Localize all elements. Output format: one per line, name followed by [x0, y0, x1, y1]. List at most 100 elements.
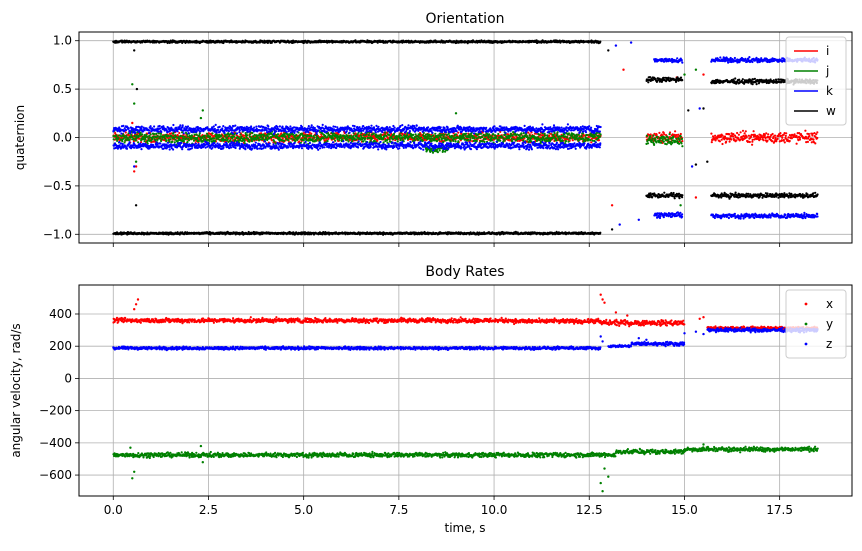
data-point — [370, 125, 372, 127]
data-point — [568, 141, 570, 143]
data-point — [523, 132, 525, 134]
data-point — [309, 142, 311, 144]
data-point — [683, 73, 685, 75]
data-point — [447, 148, 449, 150]
data-point — [187, 135, 189, 137]
data-point — [409, 141, 411, 143]
data-point — [159, 125, 161, 127]
data-point — [301, 147, 303, 149]
data-point — [171, 141, 173, 143]
data-point — [286, 131, 288, 133]
data-point — [753, 130, 755, 132]
data-point — [752, 139, 754, 141]
data-point — [343, 146, 345, 148]
data-point — [749, 141, 751, 143]
data-point — [476, 148, 478, 150]
data-point — [157, 135, 159, 137]
data-point — [436, 149, 438, 151]
data-point — [488, 142, 490, 144]
data-point — [442, 150, 444, 152]
data-point — [428, 141, 430, 143]
data-point — [303, 139, 305, 141]
data-point — [117, 137, 119, 139]
data-point — [335, 147, 337, 149]
data-point — [544, 135, 546, 137]
data-point — [169, 138, 171, 140]
data-point — [315, 140, 317, 142]
data-point — [231, 127, 233, 129]
data-point — [196, 130, 198, 132]
data-point — [658, 132, 660, 134]
data-point — [116, 140, 118, 142]
data-point — [434, 133, 436, 135]
data-point — [816, 137, 818, 139]
data-point — [728, 133, 730, 135]
data-point — [785, 132, 787, 134]
data-point — [432, 134, 434, 136]
data-point — [515, 130, 517, 132]
data-point — [663, 141, 665, 143]
data-point — [413, 142, 415, 144]
data-point — [759, 138, 761, 140]
data-point — [385, 148, 387, 150]
data-point — [783, 139, 785, 141]
data-point — [412, 147, 414, 149]
data-point — [153, 133, 155, 135]
data-point — [675, 138, 677, 140]
data-point — [259, 134, 261, 136]
data-point — [465, 133, 467, 135]
data-point — [164, 138, 166, 140]
data-point — [198, 140, 200, 142]
data-point — [126, 148, 128, 150]
data-point — [751, 141, 753, 143]
data-point — [407, 124, 409, 126]
data-point — [622, 69, 624, 71]
data-point — [348, 144, 350, 146]
data-point — [664, 137, 666, 139]
data-point — [649, 135, 651, 137]
data-point — [455, 140, 457, 142]
data-point — [437, 130, 439, 132]
data-point — [439, 149, 441, 151]
data-point — [784, 141, 786, 143]
data-point — [533, 141, 535, 143]
data-point — [308, 125, 310, 127]
data-point — [222, 147, 224, 149]
data-point — [362, 140, 364, 142]
data-point — [463, 137, 465, 139]
data-point — [679, 204, 681, 206]
data-point — [384, 132, 386, 134]
data-point — [526, 135, 528, 137]
data-point — [187, 132, 189, 134]
data-point — [239, 129, 241, 131]
data-point — [340, 134, 342, 136]
data-point — [135, 161, 137, 163]
data-point — [137, 141, 139, 143]
data-point — [128, 141, 130, 143]
data-point — [473, 132, 475, 134]
data-point — [215, 124, 217, 126]
data-point — [148, 132, 150, 134]
data-point — [430, 143, 432, 145]
data-point — [456, 130, 458, 132]
data-point — [178, 132, 180, 134]
data-point — [794, 133, 796, 135]
data-point — [148, 129, 150, 131]
data-point — [375, 125, 377, 127]
data-point — [311, 124, 313, 126]
data-point — [159, 137, 161, 139]
data-point — [375, 131, 377, 133]
data-point — [572, 139, 574, 141]
data-point — [656, 137, 658, 139]
data-point — [322, 124, 324, 126]
data-point — [599, 136, 601, 138]
data-point — [177, 130, 179, 132]
data-point — [524, 125, 526, 127]
data-point — [332, 137, 334, 139]
data-point — [529, 126, 531, 128]
data-point — [388, 134, 390, 136]
data-point — [580, 135, 582, 137]
data-point — [672, 136, 674, 138]
data-point — [767, 133, 769, 135]
data-point — [287, 146, 289, 148]
